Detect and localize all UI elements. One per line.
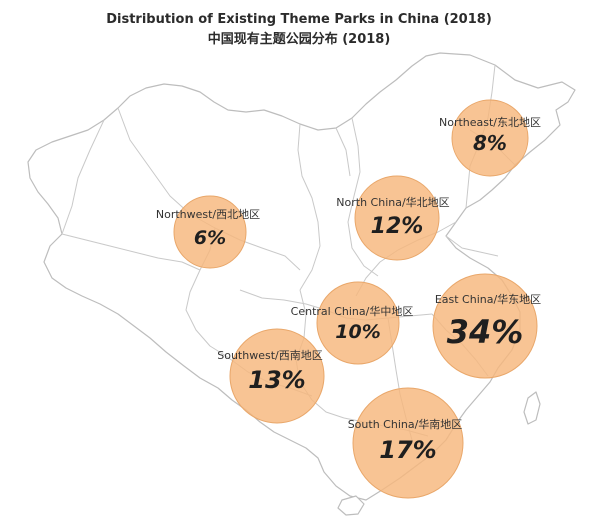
hainan-island	[337, 495, 365, 516]
province-boundary	[61, 119, 105, 235]
province-boundary	[335, 127, 351, 177]
region-value-northwest: 6%	[194, 227, 226, 249]
title-english: Distribution of Existing Theme Parks in …	[106, 12, 492, 27]
region-value-south: 17%	[379, 436, 436, 464]
region-value-east: 34%	[447, 313, 524, 351]
bubble-southwest	[229, 328, 325, 424]
province-boundary	[61, 233, 201, 271]
region-value-southwest: 13%	[248, 366, 305, 394]
bubble-northeast	[451, 99, 529, 177]
region-label-south: South China/华南地区	[348, 417, 463, 431]
region-label-northeast: Northeast/东北地区	[439, 116, 541, 129]
bubble-central	[316, 281, 400, 365]
taiwan-island	[523, 391, 541, 425]
region-label-north: North China/华北地区	[336, 195, 449, 209]
region-label-northwest: Northwest/西北地区	[156, 208, 260, 221]
region-bubbles: Northeast/东北地区 8% North China/华北地区 12% North…	[156, 99, 541, 499]
bubble-south	[352, 387, 464, 499]
region-value-central: 10%	[335, 321, 380, 343]
province-boundary	[297, 123, 321, 291]
region-label-central: Central China/华中地区	[291, 304, 414, 318]
region-value-northeast: 8%	[473, 131, 507, 155]
bubble-north	[354, 175, 440, 261]
province-boundary	[347, 117, 379, 277]
title-chinese: 中国现有主题公园分布 (2018)	[208, 31, 391, 47]
region-label-southwest: Southwest/西南地区	[217, 349, 322, 362]
bubble-northwest	[173, 195, 247, 269]
bubble-east	[432, 273, 538, 379]
region-label-east: East China/华东地区	[435, 292, 541, 306]
province-boundary	[445, 235, 499, 257]
region-value-north: 12%	[371, 214, 424, 239]
